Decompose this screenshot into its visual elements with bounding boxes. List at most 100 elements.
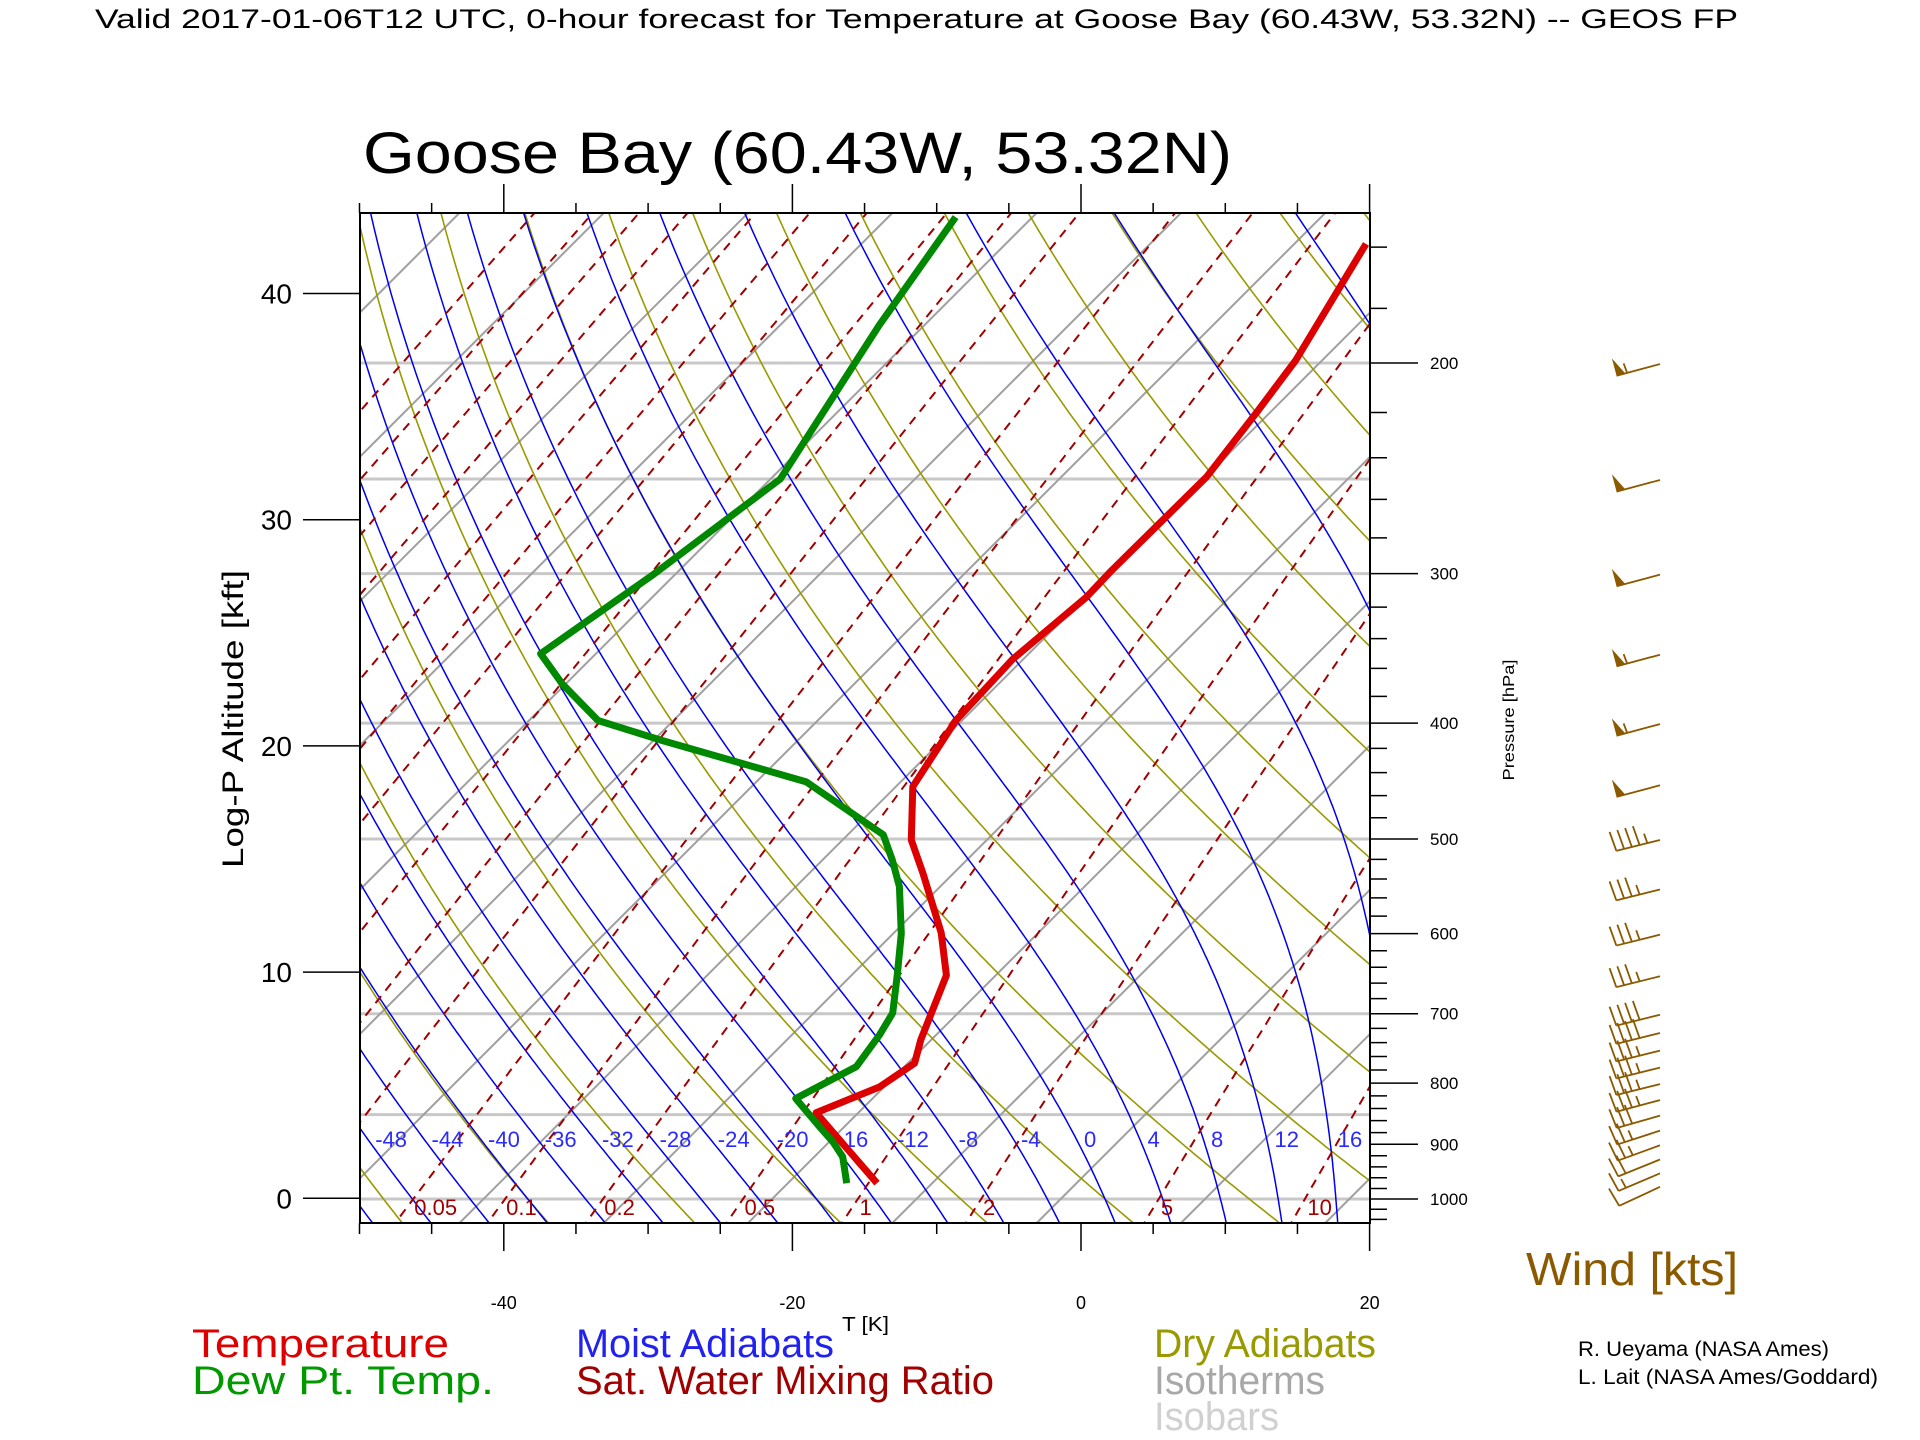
barb-full	[1615, 1155, 1627, 1174]
left-axis-label: Log-P Altitude [kft]	[217, 570, 250, 868]
legend-mixing-ratio: Sat. Water Mixing Ratio	[576, 1359, 994, 1403]
mixing-ratio-line	[584, 213, 1337, 1223]
barb-half	[1627, 1130, 1634, 1140]
moist-adiabat-label: -28	[660, 1127, 692, 1152]
moist-adiabat-line	[1675, 178, 1891, 1230]
legend-temperature: Temperature	[192, 1322, 449, 1366]
moist-adiabat-line	[844, 213, 1339, 1223]
barb-full	[1608, 881, 1618, 901]
pressure-tick-label: 1000	[1430, 1190, 1468, 1209]
moist-adiabat-line	[522, 213, 1116, 1223]
barb-staff	[1616, 573, 1661, 588]
barb-full	[1616, 965, 1625, 986]
legend-moist-adiabats: Moist Adiabats	[576, 1322, 834, 1366]
barb-flag	[1611, 474, 1626, 492]
barb-full	[1624, 1020, 1633, 1041]
isotherm-line	[603, 455, 1370, 1223]
barb-half	[1635, 1062, 1641, 1073]
dry-adiabat-line	[607, 213, 1370, 1183]
mixing-ratio-label: 5	[1161, 1195, 1173, 1220]
dry-adiabat-line	[1278, 213, 1370, 331]
wind-barb	[1608, 825, 1661, 852]
barb-half	[1635, 1079, 1641, 1090]
barb-full	[1623, 1104, 1633, 1124]
legend-dewpoint: Dew Pt. Temp.	[192, 1359, 494, 1403]
moist-adiabat-label: 8	[1211, 1127, 1223, 1152]
wind-barb	[1608, 1000, 1661, 1027]
barb-full	[1624, 1055, 1633, 1075]
barb-half	[1635, 1045, 1641, 1056]
barb-staff	[1616, 363, 1661, 377]
dry-adiabat-line	[360, 525, 843, 1223]
moist-adiabat-line	[0, 178, 85, 1230]
moist-adiabat-line	[0, 178, 26, 1230]
wind-barb	[1608, 1018, 1661, 1045]
barb-half	[1643, 833, 1649, 844]
wind-barb	[1608, 1055, 1661, 1080]
barb-full	[1624, 1038, 1633, 1058]
moist-adiabat-line	[1113, 213, 1370, 614]
pressure-tick-label: 900	[1430, 1135, 1458, 1154]
barb-full	[1608, 1108, 1618, 1129]
barb-full	[1616, 1004, 1625, 1024]
barb-staff	[1616, 784, 1661, 798]
mixing-ratio-line	[486, 213, 1254, 1223]
pressure-tick-label: 700	[1430, 1005, 1458, 1024]
mixing-ratio-label: 0.05	[414, 1195, 457, 1220]
legend-dry-adiabats: Dry Adiabats	[1154, 1322, 1376, 1366]
dry-adiabat-line	[691, 213, 1370, 1074]
dry-adiabat-line	[1420, 178, 1920, 1230]
altitude-tick-label: 0	[276, 1183, 292, 1214]
barb-full	[1624, 922, 1633, 942]
wind-barb	[1608, 1088, 1661, 1113]
wind-barb	[1608, 922, 1661, 947]
altitude-tick-label: 10	[261, 957, 292, 988]
barb-full	[1616, 829, 1625, 850]
moist-adiabat-line	[743, 213, 1283, 1223]
barb-full	[1616, 1106, 1626, 1127]
barb-full	[1616, 1057, 1625, 1077]
pressure-tick-label: 600	[1430, 925, 1458, 944]
moist-adiabat-label: -36	[545, 1127, 577, 1152]
isotherm-line	[891, 743, 1370, 1223]
dry-adiabat-line	[1502, 178, 1920, 1230]
barb-half	[1620, 1178, 1627, 1189]
mixing-ratio-line	[393, 213, 1177, 1223]
altitude-tick-label: 20	[261, 731, 292, 762]
moist-adiabat-label: -12	[897, 1127, 929, 1152]
moist-adiabat-line	[360, 881, 607, 1223]
mixing-ratio-line	[360, 213, 1081, 1124]
isotherm-line	[0, 213, 315, 1223]
barb-half	[1627, 1145, 1634, 1156]
barb-half	[1622, 723, 1629, 734]
dry-adiabat-line	[1584, 178, 1920, 1230]
barb-full	[1608, 1158, 1620, 1177]
mixing-ratio-label: 10	[1307, 1195, 1331, 1220]
sounding-profiles	[537, 215, 1369, 1186]
moist-adiabat-label: 4	[1147, 1127, 1159, 1152]
dry-adiabat-line	[1362, 213, 1370, 223]
barb-half	[1635, 884, 1641, 895]
barb-full	[1608, 1172, 1620, 1192]
moist-adiabat-line	[0, 178, 319, 1230]
mixing-ratio-line	[964, 611, 1370, 1223]
x-tick-label: 0	[1076, 1293, 1086, 1313]
barb-full	[1616, 879, 1625, 899]
pressure-tick-label: 300	[1430, 565, 1458, 584]
barb-full	[1624, 1071, 1633, 1092]
dry-adiabat-line	[1749, 178, 1920, 1230]
moist-adiabat-line	[658, 213, 1228, 1223]
mixing-ratio-line	[1290, 1084, 1370, 1223]
barb-staff	[1618, 1172, 1661, 1192]
moist-adiabat-label: 16	[1338, 1127, 1362, 1152]
moist-adiabat-line	[416, 213, 1005, 1223]
moist-adiabat-label: -40	[488, 1127, 520, 1152]
isotherm-line	[360, 213, 1038, 892]
wind-barb	[1608, 1038, 1661, 1063]
altitude-tick-label: 30	[261, 505, 292, 536]
isotherm-line	[360, 213, 605, 459]
wind-barb	[1608, 1123, 1661, 1146]
isotherm-line	[0, 213, 26, 1223]
barb-staff	[1617, 1158, 1661, 1178]
mixing-ratio-line	[1669, 178, 1920, 1230]
